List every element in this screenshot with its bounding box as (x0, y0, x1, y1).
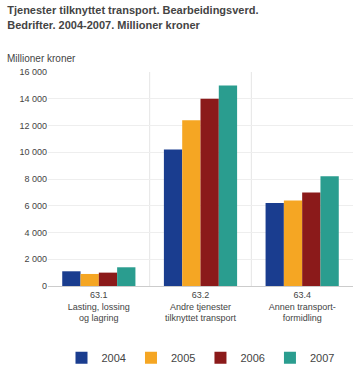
svg-text:2007: 2007 (310, 352, 334, 364)
svg-text:63.1Lasting, lossingog lagring: 63.1Lasting, lossingog lagring (68, 290, 130, 323)
svg-text:0: 0 (42, 281, 47, 291)
svg-text:2 000: 2 000 (24, 254, 47, 264)
svg-text:63.4Annen transport-formidling: 63.4Annen transport-formidling (269, 290, 336, 323)
svg-text:Millioner kroner: Millioner kroner (7, 53, 76, 64)
svg-text:16 000: 16 000 (19, 67, 47, 77)
svg-text:2004: 2004 (102, 352, 126, 364)
svg-text:12 000: 12 000 (19, 121, 47, 131)
svg-text:Tjenester tilknyttet transport: Tjenester tilknyttet transport. Bearbeid… (7, 4, 258, 30)
svg-text:10 000: 10 000 (19, 147, 47, 157)
svg-text:2006: 2006 (240, 352, 264, 364)
svg-text:8 000: 8 000 (24, 174, 47, 184)
svg-text:2005: 2005 (171, 352, 195, 364)
svg-text:4 000: 4 000 (24, 228, 47, 238)
svg-text:63.2Andre tjenestertilknyttet: 63.2Andre tjenestertilknyttet transport (165, 290, 237, 323)
svg-text:6 000: 6 000 (24, 201, 47, 211)
svg-text:14 000: 14 000 (19, 94, 47, 104)
